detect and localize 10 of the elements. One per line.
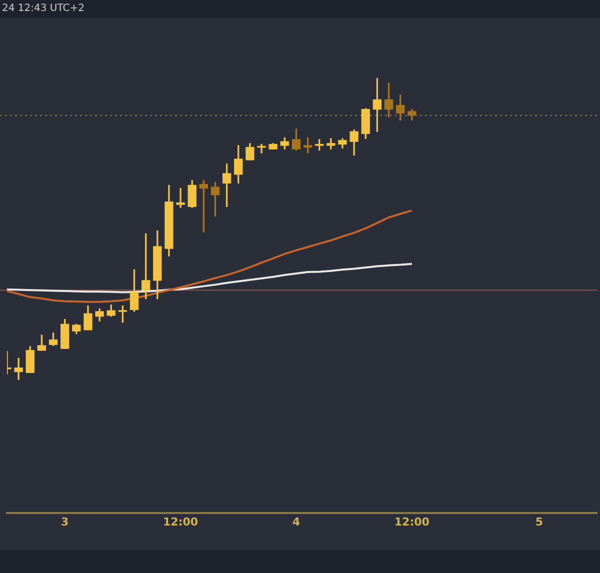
candlestick <box>326 138 336 150</box>
x-tick-label: 12:00 <box>163 515 198 528</box>
x-tick-label: 4 <box>292 515 300 528</box>
candlestick <box>176 188 185 208</box>
x-tick-label: 12:00 <box>394 515 430 528</box>
x-tick-label: 3 <box>61 515 69 528</box>
candlestick <box>14 358 23 380</box>
candlestick <box>257 144 266 154</box>
text: 24 12:43 UTC+2 <box>2 3 84 14</box>
x-tick-label: 5 <box>535 515 543 528</box>
